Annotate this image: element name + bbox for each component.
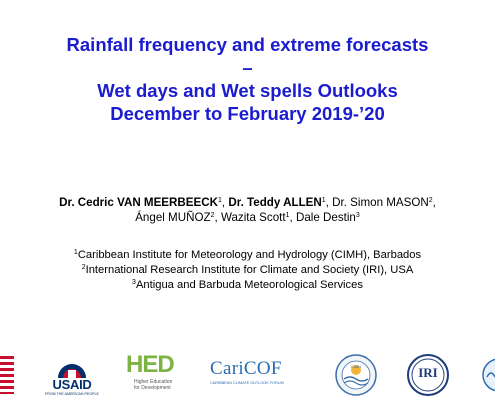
logo-bar: USAID FROM THE AMERICAN PEOPLE HED Highe… bbox=[0, 350, 495, 400]
author-list: Dr. Cedric VAN MEERBEECK1, Dr. Teddy ALL… bbox=[0, 195, 495, 225]
author-affil-mark: 1 bbox=[321, 197, 326, 204]
author-affil-mark: 2 bbox=[210, 212, 215, 219]
author-affil-mark: 3 bbox=[355, 212, 360, 219]
author-line-2: Ángel MUÑOZ2, Wazita Scott1, Dale Destin… bbox=[135, 211, 360, 224]
usaid-seal-icon bbox=[58, 364, 86, 378]
iri-wordmark: IRI bbox=[418, 365, 438, 380]
caricof-wordmark: CariCOF bbox=[210, 358, 282, 379]
title-line-3: December to February 2019-’20 bbox=[110, 103, 385, 124]
author-line-1: Dr. Cedric VAN MEERBEECK1, Dr. Teddy ALL… bbox=[59, 196, 436, 209]
author-name: Dale Destin bbox=[295, 211, 356, 224]
cimh-label: CIMH bbox=[350, 364, 362, 369]
hed-logo: HED Higher Education for Development bbox=[120, 352, 188, 400]
usaid-tagline: FROM THE AMERICAN PEOPLE bbox=[45, 392, 99, 396]
us-flag-logo bbox=[0, 356, 14, 394]
author-name: Ángel MUÑOZ bbox=[135, 211, 211, 224]
affiliation-2: 2International Research Institute for Cl… bbox=[81, 264, 414, 276]
hed-tagline-1: Higher Education bbox=[134, 379, 173, 385]
author-affil-mark: 1 bbox=[218, 197, 222, 204]
slide-title: Rainfall frequency and extreme forecasts… bbox=[0, 33, 495, 125]
hed-tagline-2: for Development bbox=[134, 385, 171, 391]
author-name: Dr. Teddy ALLEN bbox=[228, 196, 322, 209]
author-name: Wazita Scott bbox=[220, 211, 286, 224]
usaid-logo: USAID FROM THE AMERICAN PEOPLE bbox=[44, 352, 100, 400]
iri-logo-icon bbox=[407, 354, 449, 396]
author-name: Dr. Cedric VAN MEERBEECK bbox=[59, 196, 218, 209]
wmo-partial-logo bbox=[482, 358, 495, 392]
author-affil-mark: 2 bbox=[428, 197, 433, 204]
hed-wordmark: HED bbox=[126, 351, 175, 378]
title-dash: – bbox=[242, 57, 253, 78]
caricof-logo: CariCOF CARIBBEAN CLIMATE OUTLOOK FORUM bbox=[208, 358, 303, 394]
usaid-wordmark: USAID bbox=[52, 377, 92, 392]
affiliation-3: 3Antigua and Barbuda Meteorological Serv… bbox=[132, 279, 363, 291]
affiliation-1: 1Caribbean Institute for Meteorology and… bbox=[73, 249, 422, 261]
title-line-1: Rainfall frequency and extreme forecasts bbox=[66, 34, 429, 55]
caricof-tagline: CARIBBEAN CLIMATE OUTLOOK FORUM bbox=[210, 381, 284, 385]
author-affil-mark: 1 bbox=[285, 212, 290, 219]
title-line-2: Wet days and Wet spells Outlooks bbox=[97, 80, 398, 101]
cimh-seal-logo bbox=[335, 354, 377, 396]
author-name: Dr. Simon MASON bbox=[332, 196, 429, 209]
affiliation-list: 1Caribbean Institute for Meteorology and… bbox=[0, 248, 495, 293]
